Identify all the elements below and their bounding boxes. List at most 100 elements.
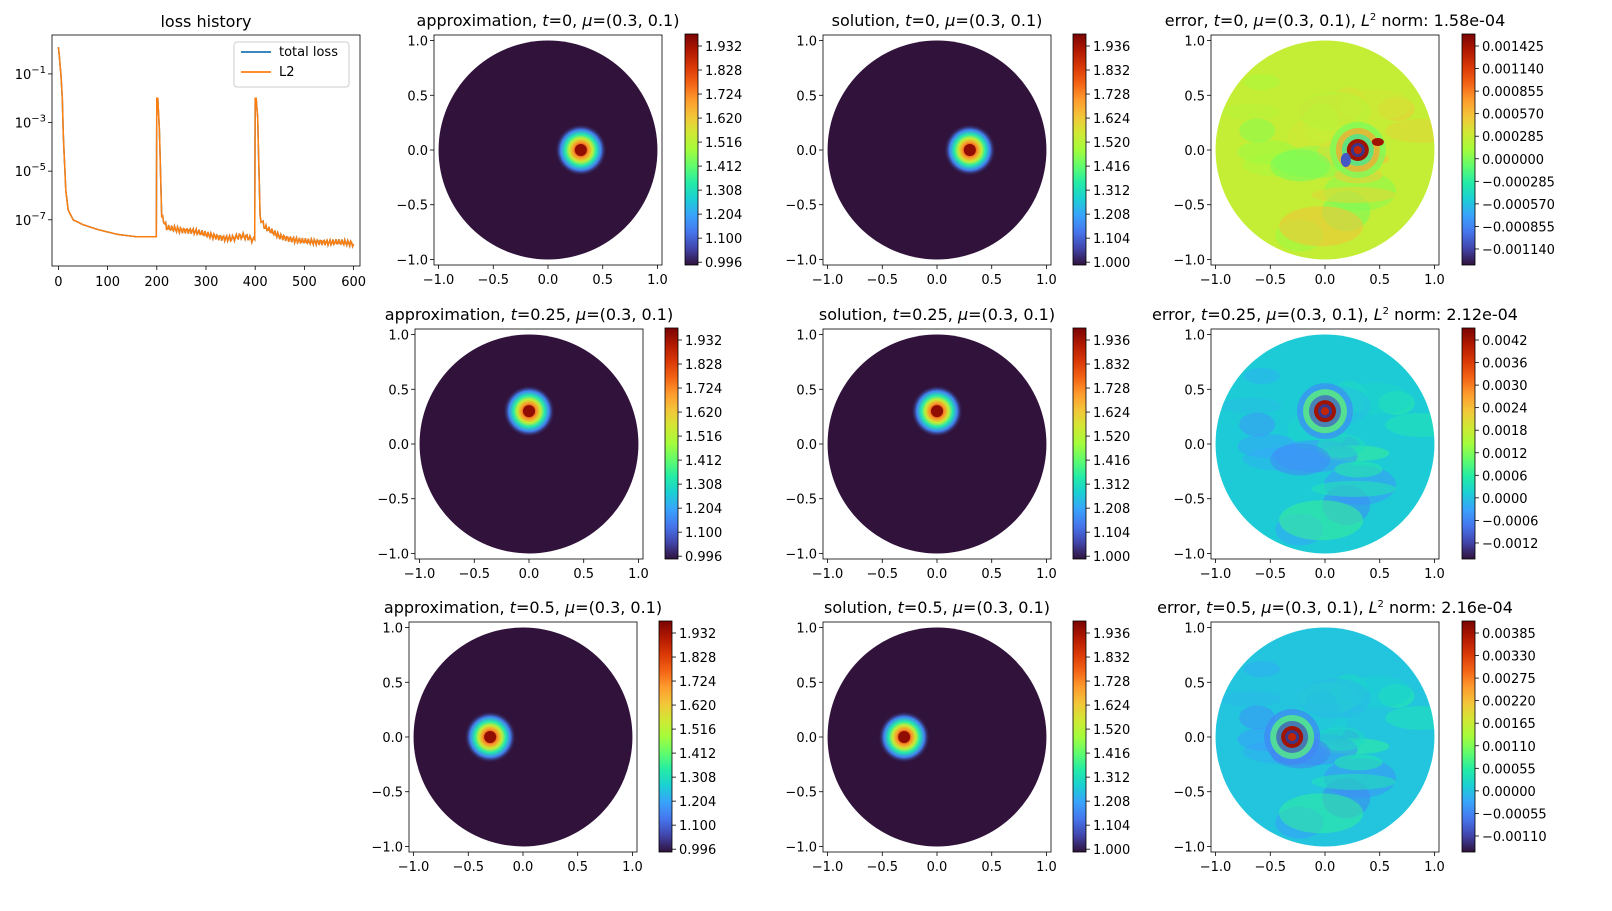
colorbar-tick-label: 0.00000 bbox=[1482, 785, 1536, 800]
colorbar bbox=[658, 620, 673, 853]
error-ring bbox=[1353, 146, 1362, 154]
heatmap-panel-approximation: −1.0 −0.5 0.0 0.5 1.0 1.0 0.5 0.0 −0.5 −1.0 approx… bbox=[396, 11, 742, 288]
y-tick-label: 0.0 bbox=[382, 731, 403, 746]
loss-history-panel: loss history 0 100 200 300 400 500 600 10−1 10−3 1… bbox=[15, 12, 366, 290]
colorbar-tick-label: 0.0000 bbox=[1482, 492, 1528, 507]
x-tick-label: −0.5 bbox=[477, 273, 509, 288]
y-tick-label: −1.0 bbox=[371, 840, 403, 855]
y-tick-label: −1.0 bbox=[1173, 253, 1205, 268]
colorbar-tick-label: 0.996 bbox=[685, 550, 722, 565]
error-blotch bbox=[1239, 118, 1276, 143]
colorbar-tick-label: 1.208 bbox=[1093, 502, 1130, 517]
x-tick-label: −1.0 bbox=[423, 273, 455, 288]
y-tick-label: −0.5 bbox=[371, 786, 403, 801]
colorbar bbox=[1461, 620, 1476, 853]
x-tick-label: 0.5 bbox=[592, 273, 613, 288]
heatmap-panel-error: −1.0 −0.5 0.0 0.5 1.0 1.0 0.5 0.0 −0.5 −1.0 error,… bbox=[1152, 305, 1538, 582]
x-tick-label: 0.5 bbox=[567, 860, 588, 875]
domain-disk bbox=[827, 334, 1047, 554]
x-tick-label: −1.0 bbox=[1200, 567, 1232, 582]
heatmap-panel-error: −1.0 −0.5 0.0 0.5 1.0 1.0 0.5 0.0 −0.5 −1.0 error,… bbox=[1165, 11, 1555, 288]
error-blotch bbox=[1239, 705, 1276, 730]
y-tick-label: 0.0 bbox=[796, 144, 817, 159]
error-blob bbox=[1297, 383, 1353, 440]
colorbar-tick-label: 1.516 bbox=[685, 430, 722, 445]
error-blob bbox=[1264, 709, 1321, 765]
y-tick-label: 10−1 bbox=[15, 65, 46, 83]
panel-title: error, t=0, μ=(0.3, 0.1), L2 norm: 1.58e… bbox=[1165, 11, 1506, 30]
y-tick-label: −0.5 bbox=[396, 199, 428, 214]
error-blotch bbox=[1221, 103, 1282, 120]
colorbar bbox=[1072, 620, 1087, 853]
heatmap-panel-approximation: −1.0 −0.5 0.0 0.5 1.0 1.0 0.5 0.0 −0.5 −1.0 approx… bbox=[371, 598, 716, 875]
error-blotch bbox=[1239, 412, 1276, 437]
x-tick-label: 0.5 bbox=[573, 567, 594, 582]
x-tick-label: 1.0 bbox=[628, 567, 649, 582]
error-blotch bbox=[1243, 73, 1280, 90]
colorbar-tick-label: 0.0024 bbox=[1482, 402, 1528, 417]
y-tick-label: −1.0 bbox=[785, 840, 817, 855]
blob-peak bbox=[898, 731, 911, 743]
x-tick-label: 1.0 bbox=[1424, 567, 1445, 582]
x-tick-label: −1.0 bbox=[404, 567, 436, 582]
x-tick-label: −0.5 bbox=[866, 860, 898, 875]
y-tick-label: 1.0 bbox=[1184, 622, 1205, 637]
x-tick-label: 0.0 bbox=[1315, 567, 1336, 582]
colorbar-tick-label: 1.412 bbox=[705, 160, 742, 175]
y-tick-label: 1.0 bbox=[796, 329, 817, 344]
colorbar-tick-label: 1.208 bbox=[1093, 208, 1130, 223]
error-blotch bbox=[1298, 678, 1371, 719]
x-tick-label: −0.5 bbox=[1254, 567, 1286, 582]
error-ring bbox=[1288, 733, 1297, 741]
y-tick-label: 0.0 bbox=[796, 438, 817, 453]
y-tick-label: 10−5 bbox=[15, 162, 46, 180]
error-blotch bbox=[1270, 443, 1331, 476]
error-blotch bbox=[1221, 690, 1282, 707]
x-tick-label: −1.0 bbox=[812, 273, 844, 288]
y-tick-label: 1.0 bbox=[796, 35, 817, 50]
colorbar-tick-label: 1.724 bbox=[705, 88, 742, 103]
colorbar-tick-label: 1.728 bbox=[1093, 382, 1130, 397]
x-tick-label: 0.0 bbox=[1315, 860, 1336, 875]
colorbar-tick-label: 1.932 bbox=[705, 40, 742, 55]
colorbar-tick-label: 1.516 bbox=[705, 136, 742, 151]
heatmap-panel-solution: −1.0 −0.5 0.0 0.5 1.0 1.0 0.5 0.0 −0.5 −1.0 soluti… bbox=[785, 598, 1130, 875]
domain-disk bbox=[413, 627, 633, 847]
colorbar-tick-label: 0.00165 bbox=[1482, 717, 1536, 732]
heatmap-panels: −1.0 −0.5 0.0 0.5 1.0 1.0 0.5 0.0 −0.5 −1.0 approx… bbox=[371, 11, 1555, 875]
y-tick-label: 0.5 bbox=[388, 383, 409, 398]
y-tick-label: 1.0 bbox=[388, 329, 409, 344]
colorbar-tick-label: 1.936 bbox=[1093, 334, 1130, 349]
y-tick-label: 0.5 bbox=[1184, 89, 1205, 104]
domain-disk bbox=[438, 40, 658, 260]
x-tick-label: 300 bbox=[194, 275, 219, 290]
x-tick-label: 1.0 bbox=[1424, 860, 1445, 875]
blob-peak bbox=[523, 405, 535, 418]
x-tick-label: 0.0 bbox=[927, 273, 948, 288]
domain-disk bbox=[827, 40, 1047, 260]
colorbar-tick-label: 1.936 bbox=[1093, 40, 1130, 55]
panel-title: solution, t=0.25, μ=(0.3, 0.1) bbox=[819, 305, 1055, 324]
y-tick-label: 1.0 bbox=[1184, 35, 1205, 50]
loss-title: loss history bbox=[160, 12, 251, 31]
colorbar-tick-label: 1.520 bbox=[1093, 430, 1130, 445]
x-tick-label: 0 bbox=[54, 275, 62, 290]
x-tick-label: −0.5 bbox=[458, 567, 490, 582]
colorbar-tick-label: 1.620 bbox=[679, 699, 716, 714]
colorbar-tick-label: 0.000570 bbox=[1482, 108, 1544, 123]
x-tick-label: −1.0 bbox=[398, 860, 430, 875]
colorbar-tick-label: 0.00220 bbox=[1482, 695, 1536, 710]
error-blotch bbox=[1385, 705, 1435, 730]
colorbar-tick-label: 1.104 bbox=[1093, 526, 1130, 541]
colorbar-tick-label: 1.520 bbox=[1093, 136, 1130, 151]
colorbar-tick-label: 1.104 bbox=[1093, 819, 1130, 834]
colorbar-tick-label: 1.516 bbox=[679, 723, 716, 738]
y-tick-label: 1.0 bbox=[796, 622, 817, 637]
x-tick-label: −0.5 bbox=[452, 860, 484, 875]
error-ring bbox=[1321, 407, 1329, 416]
x-tick-label: 0.0 bbox=[1315, 273, 1336, 288]
y-tick-label: −0.5 bbox=[785, 493, 817, 508]
x-tick-label: 400 bbox=[243, 275, 268, 290]
colorbar-tick-label: 0.00055 bbox=[1482, 762, 1536, 777]
